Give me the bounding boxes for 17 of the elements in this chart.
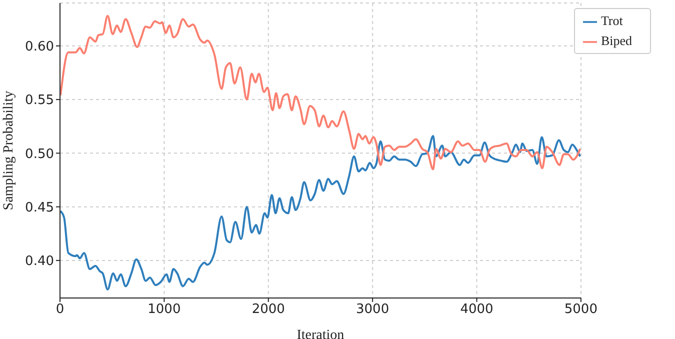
y-tick-label: 0.45 (25, 200, 54, 216)
y-tick-label: 0.55 (25, 93, 54, 108)
line-series (60, 135, 581, 290)
x-tick-label: 1000 (148, 302, 181, 318)
x-axis-title: Iteration (296, 328, 344, 339)
x-tick-label: 3000 (356, 302, 390, 318)
legend-label: Biped (600, 33, 632, 48)
x-tick-label: 2000 (252, 302, 285, 318)
x-tick-label: 5000 (564, 302, 598, 318)
x-tick-label: 4000 (460, 302, 494, 318)
y-tick-label: 0.60 (25, 40, 54, 55)
line-series (60, 14, 581, 170)
y-axis-title: Sampling Probability (2, 90, 16, 210)
legend-label: Trot (600, 13, 623, 28)
x-tick-label: 0 (56, 302, 64, 318)
y-tick-label: 0.50 (25, 146, 54, 162)
y-tick-label: 0.40 (25, 254, 54, 270)
